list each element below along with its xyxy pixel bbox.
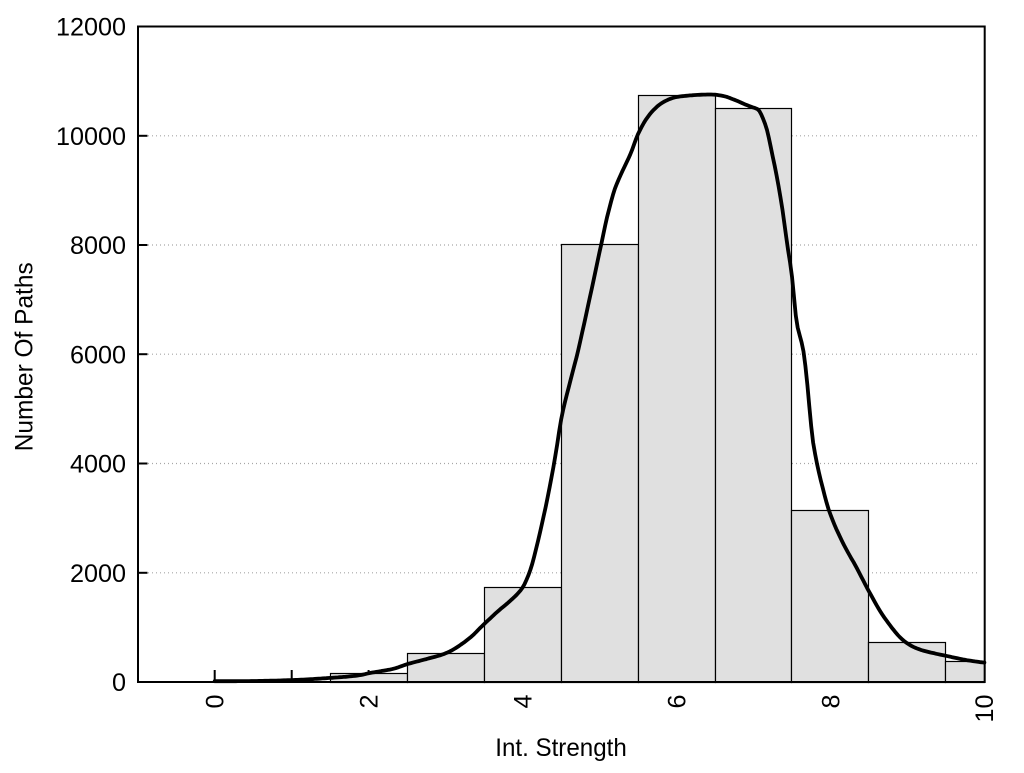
- svg-text:10: 10: [971, 695, 999, 723]
- svg-text:0: 0: [202, 695, 230, 709]
- svg-text:Number Of Paths: Number Of Paths: [11, 262, 39, 451]
- svg-text:6000: 6000: [70, 341, 126, 369]
- svg-text:8000: 8000: [70, 232, 126, 260]
- svg-text:2: 2: [355, 695, 383, 709]
- svg-text:2000: 2000: [70, 560, 126, 588]
- svg-text:4000: 4000: [70, 451, 126, 479]
- svg-text:8: 8: [817, 695, 845, 709]
- svg-text:Int. Strength: Int. Strength: [495, 734, 627, 762]
- svg-text:6: 6: [663, 695, 691, 709]
- svg-text:12000: 12000: [56, 14, 126, 42]
- svg-text:10000: 10000: [56, 123, 126, 151]
- svg-text:4: 4: [509, 695, 537, 709]
- svg-text:0: 0: [112, 669, 126, 697]
